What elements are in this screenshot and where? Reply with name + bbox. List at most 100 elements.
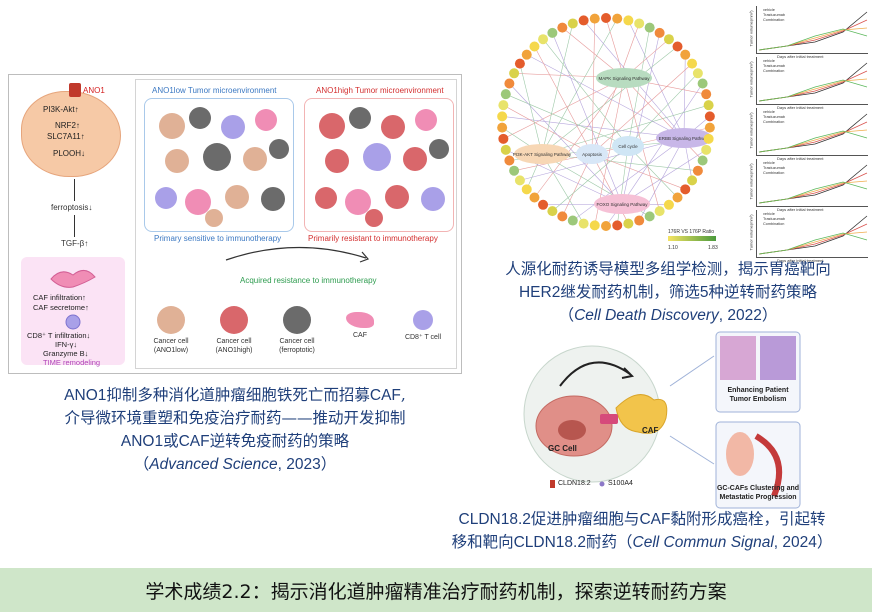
ano1-mechanism-diagram: ANO1 PI3K-Akt↑ NRF2↑ SLC7A11↑ PLOOH↓ fer… <box>13 81 131 369</box>
gene-node <box>693 68 703 78</box>
caf-secretome-label: CAF secretome↑ <box>33 303 89 312</box>
gene-node <box>515 175 525 185</box>
gene-node <box>623 219 633 229</box>
gene-node <box>498 100 508 110</box>
tme-cell <box>205 209 223 227</box>
legend-label: Cancer cell (ferroptotic) <box>266 337 328 355</box>
network-edge <box>542 19 617 154</box>
mini-legend: vehicle Trastuzumab Combination <box>763 212 785 227</box>
network-edge <box>542 23 573 154</box>
gene-node <box>538 200 548 210</box>
mini-ylabel: Tumor volume(mm³) <box>749 61 754 97</box>
gene-node <box>673 41 683 51</box>
legend-item: Cancer cell (ferroptotic) <box>266 306 328 355</box>
gene-node <box>547 206 557 216</box>
tme-cell <box>159 113 185 139</box>
legend-line: Cancer cell <box>203 337 265 346</box>
cd8-label: CD8⁺ T infiltration↓ <box>27 331 90 340</box>
mini-legend-item: Combination <box>763 18 785 23</box>
arrow-down <box>74 215 75 237</box>
tme-cell <box>315 187 337 209</box>
mini-legend: vehicle Trastuzumab Combination <box>763 8 785 23</box>
legend-item: CAF <box>329 306 391 340</box>
network-edge <box>527 55 684 138</box>
gene-node <box>501 89 511 99</box>
gene-node <box>634 216 644 226</box>
ferroptosis-label: ferroptosis↓ <box>51 203 92 212</box>
acquired-arrow-icon <box>136 240 458 280</box>
her2-network-figure: MAPK Signaling Pathway PI3K-AKT Signaling… <box>472 4 740 252</box>
tme-cell <box>325 149 349 173</box>
tme-cell <box>221 115 245 139</box>
gene-node <box>655 28 665 38</box>
tme-cell <box>255 109 277 131</box>
gene-node <box>701 89 711 99</box>
tme-cell <box>363 143 391 171</box>
tme-cell <box>165 149 189 173</box>
tme-cell <box>421 187 445 211</box>
caption-her2: 人源化耐药诱导模型多组学检测，揭示胃癌靶向 HER2继发耐药机制，筛选5种逆转耐… <box>466 258 870 327</box>
legend-line: (ANO1low) <box>140 346 202 355</box>
gc-cell-label: GC Cell <box>548 444 577 453</box>
mini-legend: vehicle Trastuzumab Combination <box>763 110 785 125</box>
tme-cell <box>381 115 405 139</box>
time-remodeling-label: TIME remodeling <box>43 358 100 367</box>
cell-legend: Cancer cell (ANO1low) Cancer cell (ANO1high… <box>136 306 458 366</box>
gene-node <box>687 59 697 69</box>
ano1-figure: ANO1 PI3K-Akt↑ NRF2↑ SLC7A11↑ PLOOH↓ fer… <box>8 74 462 374</box>
pathway-label: ERBB Signaling Pathway <box>659 136 710 141</box>
cell-legend-icon <box>220 306 248 334</box>
gene-node <box>557 211 567 221</box>
caption-ano1-line2: 介导微环境重塑和免疫治疗耐药——推动开发抑制 <box>8 407 462 430</box>
tme-cell <box>155 187 177 209</box>
pathway-label: PI3K-AKT Signaling Pathway <box>513 152 572 157</box>
tgf-label: TGF-β↑ <box>61 239 88 248</box>
granzyme-label: Granzyme B↓ <box>43 349 88 358</box>
journal-name: Cell Death Discovery <box>574 307 719 324</box>
tumor-microenvironment-diagram: ANO1low Tumor microenvironment ANO1high … <box>135 79 457 369</box>
metastasis-box-label: GC-CAFs Clustering and Metastatic Progre… <box>716 484 800 502</box>
gene-node <box>645 23 655 33</box>
gene-node <box>504 79 514 89</box>
network-edge <box>534 78 624 198</box>
pathway-label: Cell cycle <box>618 144 638 149</box>
gene-node <box>498 134 508 144</box>
mini-legend: vehicle Trastuzumab Combination <box>763 59 785 74</box>
gene-node <box>704 134 714 144</box>
tumor-volume-plot: vehicle Trastuzumab Combination Days after … <box>756 108 868 156</box>
tme-cell <box>225 185 249 209</box>
gene-node <box>504 155 514 165</box>
scale-label: 1.83 <box>708 245 718 251</box>
tme-cell <box>243 147 267 171</box>
pathway-network: MAPK Signaling PathwayPI3K-AKT Signaling… <box>472 4 740 252</box>
legend-line: CD8⁺ T cell <box>392 333 454 342</box>
gene-node <box>705 111 715 121</box>
tme-high-panel <box>304 98 454 232</box>
mini-legend-item: Combination <box>763 171 785 176</box>
gene-node <box>612 220 622 230</box>
tme-cell <box>269 139 289 159</box>
gene-node <box>645 211 655 221</box>
growth-line <box>759 20 867 50</box>
gene-node <box>497 111 507 121</box>
growth-line <box>759 71 867 101</box>
caf-label: CAF <box>642 426 658 435</box>
tumor-volume-plot: vehicle Trastuzumab Combination Days after … <box>756 6 868 54</box>
growth-line <box>759 80 867 101</box>
network-edge <box>503 78 624 139</box>
caption-cldn-line2: 移和靶向CLDN18.2耐药（Cell Commun Signal, 2024） <box>414 531 870 554</box>
gene-node <box>501 145 511 155</box>
journal-name: Cell Commun Signal <box>633 534 774 551</box>
legend-label: Cancer cell (ANO1high) <box>203 337 265 355</box>
scale-label: 1.10 <box>668 245 678 251</box>
tme-cell <box>349 107 371 129</box>
network-edge <box>520 64 542 154</box>
caf-icon <box>21 257 125 297</box>
gene-node <box>705 123 715 133</box>
caf-infiltration-label: CAF infiltration↑ <box>33 293 86 302</box>
tme-cell <box>365 209 383 227</box>
caption-cldn: CLDN18.2促进肿瘤细胞与CAF黏附形成癌栓，引起转 移和靶向CLDN18.… <box>414 508 870 554</box>
gene-node <box>522 50 532 60</box>
network-edge <box>622 33 660 204</box>
tumor-volume-plot: vehicle Trastuzumab Combination Days after … <box>756 210 868 258</box>
